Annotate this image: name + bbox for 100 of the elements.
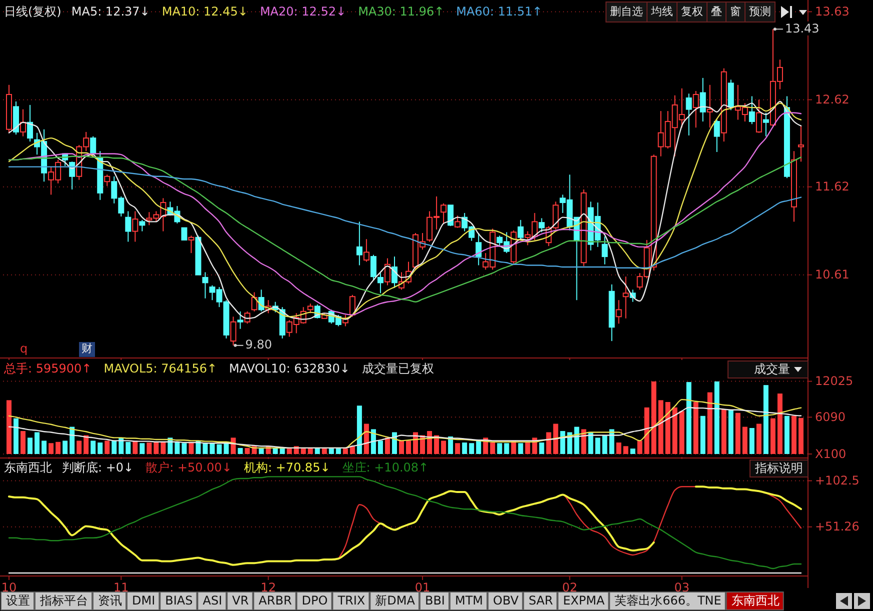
text: BIAS [165, 593, 193, 608]
candlestick [132, 210, 138, 242]
bar [742, 426, 748, 454]
bar [90, 440, 96, 454]
bar [658, 400, 664, 454]
y-tick-label: 12025 [815, 374, 854, 388]
candlestick [692, 90, 699, 128]
bar [398, 440, 404, 454]
text: MA5: 12.37↓ [71, 4, 150, 18]
bar [42, 440, 47, 454]
annotation: 删自选 [610, 5, 643, 18]
bar [336, 448, 341, 454]
candlestick [762, 112, 769, 137]
candlestick [349, 294, 356, 318]
candlestick [756, 99, 762, 134]
candlestick [706, 84, 713, 128]
candlestick [748, 96, 755, 125]
bar [126, 442, 131, 454]
candlestick [391, 256, 398, 288]
x-tick-label: 01 [414, 580, 430, 595]
bar [623, 446, 628, 454]
bar [553, 424, 558, 454]
text: TRIX [336, 593, 366, 608]
candlestick [27, 104, 34, 142]
bar [84, 435, 89, 454]
text: MA30: 11.96↑ [358, 4, 444, 18]
bar [455, 443, 460, 454]
candlestick [104, 174, 110, 186]
y-tick-label: 6090 [815, 410, 846, 424]
bar [798, 418, 804, 454]
y-tick-label: 12.62 [815, 92, 850, 107]
y-tick-label: 13.63 [815, 4, 850, 19]
text: SAR [528, 593, 553, 608]
bar [146, 442, 152, 454]
text: MA60: 11.51↑ [456, 4, 542, 18]
bar [476, 440, 482, 454]
bar [700, 416, 706, 454]
bar [210, 443, 215, 454]
bar [595, 438, 600, 454]
annotation: q [20, 341, 28, 356]
candlestick [700, 77, 706, 122]
bar [286, 448, 292, 454]
bar [258, 448, 264, 454]
bar [518, 443, 524, 454]
bar [707, 392, 712, 454]
candlestick [384, 258, 390, 286]
bar [6, 400, 12, 454]
bar [462, 442, 468, 454]
bar [48, 443, 54, 454]
bar [28, 438, 33, 454]
bar [777, 394, 782, 454]
x-tick-label: 02 [562, 580, 578, 595]
bar [272, 448, 278, 454]
annotation: 指标说明 [754, 460, 803, 475]
bar [20, 431, 26, 454]
bar [602, 435, 608, 454]
text: BBI [424, 593, 445, 608]
bar [244, 448, 250, 454]
bar [364, 424, 369, 454]
bar [238, 448, 243, 454]
text: 设置 [6, 593, 30, 608]
candlestick [440, 202, 447, 224]
text: 新DMA [375, 593, 416, 608]
bar [342, 448, 348, 454]
candlestick [538, 218, 545, 233]
bar [525, 442, 530, 454]
annotation: 预测 [749, 5, 771, 18]
text: 判断底: +0↓ [62, 460, 134, 474]
candlestick [798, 125, 804, 162]
text: MAVOL5: 764156↑ [104, 361, 218, 376]
bar [34, 432, 40, 454]
candlestick [139, 219, 146, 232]
bar [630, 448, 636, 454]
y-tick-label: +51.26 [815, 520, 860, 534]
annotation: 窗 [730, 5, 741, 18]
x-tick-label: 10 [1, 580, 17, 595]
candlestick [454, 215, 461, 228]
candlestick [230, 316, 236, 346]
bar [140, 443, 145, 454]
text: 指标平台 [39, 593, 88, 608]
text: 散户: +50.00↓ [146, 460, 232, 474]
text: MA10: 12.45↓ [162, 4, 248, 18]
text: 总手: 595900↑ [3, 361, 92, 376]
bar [378, 440, 383, 454]
candlestick [181, 227, 188, 240]
text: 资讯 [98, 593, 122, 608]
bar [616, 442, 622, 454]
bar [721, 409, 726, 454]
bar [182, 443, 187, 454]
candlestick [622, 276, 629, 319]
bar [280, 448, 285, 454]
candlestick [448, 204, 454, 227]
y-tick-label: 10.61 [815, 268, 850, 282]
annotation: 9.80 [245, 338, 272, 352]
candlestick [251, 292, 258, 312]
bar [216, 444, 222, 454]
text: MA20: 12.52↓ [260, 4, 346, 18]
bar [728, 410, 734, 454]
text: MTM [454, 593, 484, 608]
text: 成交量已复权 [362, 361, 434, 376]
